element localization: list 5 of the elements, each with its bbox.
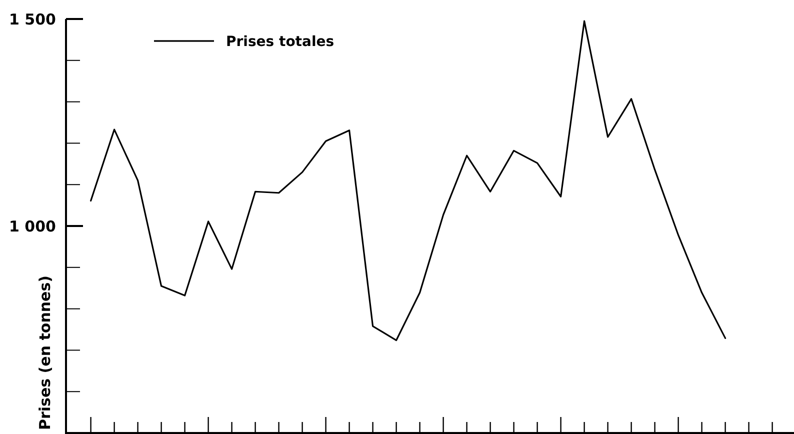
legend-label: Prises totales [226, 34, 334, 50]
y-tick-label: 1 000 [9, 217, 56, 236]
y-tick-label: 1 500 [9, 10, 56, 28]
y-axis-title: Prises (en tonnes) [36, 275, 54, 430]
line-series [90, 20, 726, 342]
